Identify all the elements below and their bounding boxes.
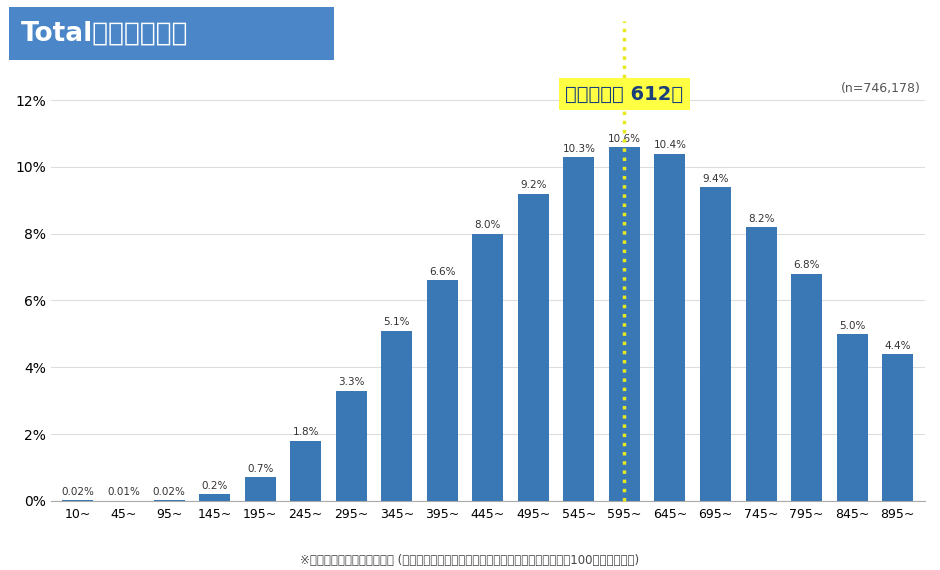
- Text: 5.1%: 5.1%: [384, 317, 410, 327]
- Bar: [336, 390, 367, 501]
- Text: 6.6%: 6.6%: [429, 267, 456, 277]
- Bar: [837, 334, 868, 501]
- Text: 8.2%: 8.2%: [748, 214, 775, 223]
- Text: (n=746,178): (n=746,178): [840, 82, 920, 95]
- Bar: [791, 274, 822, 501]
- Text: 1.8%: 1.8%: [292, 428, 319, 437]
- Text: 3.3%: 3.3%: [338, 377, 365, 387]
- Text: Totalスコアの分布: Totalスコアの分布: [21, 21, 188, 47]
- Text: ※棒グラフ上の数字は構成比 (構成比は四捨五入しているため、合計しても必ずしも100とはならない): ※棒グラフ上の数字は構成比 (構成比は四捨五入しているため、合計しても必ずしも1…: [301, 554, 639, 567]
- Bar: [382, 331, 413, 501]
- Bar: [153, 500, 184, 501]
- Bar: [563, 157, 594, 501]
- Bar: [700, 187, 731, 501]
- Text: 10.3%: 10.3%: [562, 144, 595, 153]
- Text: 10.6%: 10.6%: [608, 133, 641, 144]
- Bar: [745, 227, 776, 501]
- Text: 5.0%: 5.0%: [838, 320, 866, 331]
- Text: 平均スコア 612点: 平均スコア 612点: [565, 84, 683, 104]
- Text: 0.2%: 0.2%: [201, 481, 227, 491]
- Text: 0.7%: 0.7%: [247, 464, 274, 474]
- Bar: [472, 234, 503, 501]
- Bar: [199, 494, 230, 501]
- Text: 8.0%: 8.0%: [475, 221, 501, 230]
- Text: 0.01%: 0.01%: [107, 487, 140, 497]
- Bar: [654, 153, 685, 501]
- Text: 9.4%: 9.4%: [702, 174, 728, 184]
- Bar: [609, 147, 640, 501]
- Text: 4.4%: 4.4%: [885, 340, 911, 351]
- Text: 10.4%: 10.4%: [653, 140, 686, 150]
- Bar: [244, 478, 275, 501]
- Text: 6.8%: 6.8%: [793, 260, 820, 270]
- Bar: [427, 280, 458, 501]
- Text: 0.02%: 0.02%: [152, 487, 185, 497]
- Text: 0.02%: 0.02%: [61, 487, 94, 497]
- Bar: [290, 441, 321, 501]
- Bar: [518, 194, 549, 501]
- Text: 9.2%: 9.2%: [520, 180, 546, 190]
- Bar: [62, 500, 93, 501]
- Bar: [883, 354, 913, 501]
